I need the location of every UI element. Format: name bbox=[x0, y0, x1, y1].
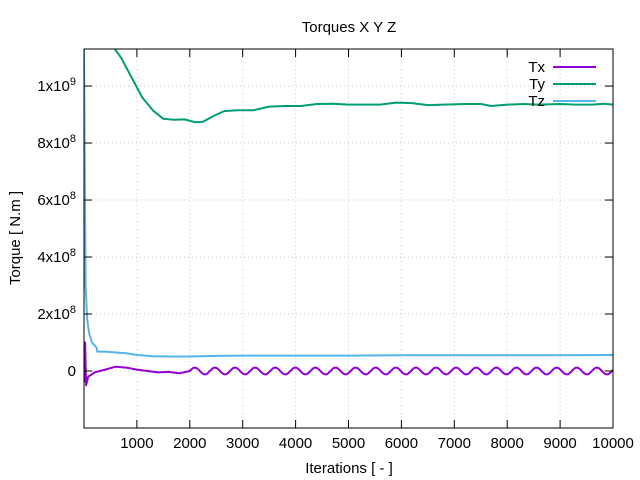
y-tick-label: 1x109 bbox=[37, 76, 76, 95]
y-tick-label: 4x108 bbox=[37, 247, 76, 266]
x-tick-label: 9000 bbox=[543, 435, 576, 452]
x-tick-label: 5000 bbox=[332, 435, 365, 452]
y-tick-label: 2x108 bbox=[37, 304, 76, 323]
y-tick-base: 1x10 bbox=[37, 78, 70, 95]
y-tick-exponent: 8 bbox=[70, 247, 76, 259]
chart-title: Torques X Y Z bbox=[302, 19, 397, 36]
legend-label-tx: Tx bbox=[528, 59, 545, 76]
grid-lines bbox=[84, 49, 613, 428]
y-tick-base: 6x10 bbox=[37, 192, 70, 209]
y-tick-base: 2x10 bbox=[37, 306, 70, 323]
legend-label-tz: Tz bbox=[528, 93, 545, 110]
y-tick-label: 0 bbox=[68, 363, 76, 380]
axis-ticks: 1000 2000 3000 4000 5000 6000 7000 8000 9000 1000… bbox=[37, 49, 634, 452]
series-tz-line bbox=[84, 49, 613, 358]
series-tx-line bbox=[84, 341, 613, 387]
y-tick-base: 4x10 bbox=[37, 249, 70, 266]
y-tick-exponent: 9 bbox=[70, 76, 76, 88]
y-tick-exponent: 8 bbox=[70, 190, 76, 202]
x-axis-label: Iterations [ - ] bbox=[305, 460, 393, 477]
series-ty-line bbox=[113, 49, 613, 124]
x-tick-label: 4000 bbox=[279, 435, 312, 452]
plot-series bbox=[84, 49, 613, 387]
x-tick-label: 3000 bbox=[226, 435, 259, 452]
y-tick-label: 8x108 bbox=[37, 133, 76, 152]
x-tick-label: 1000 bbox=[120, 435, 153, 452]
x-tick-label: 10000 bbox=[592, 435, 634, 452]
x-tick-label: 8000 bbox=[491, 435, 524, 452]
legend-label-ty: Ty bbox=[529, 76, 545, 93]
x-tick-label: 7000 bbox=[438, 435, 471, 452]
x-tick-label: 2000 bbox=[173, 435, 206, 452]
y-tick-exponent: 8 bbox=[70, 133, 76, 145]
y-tick-exponent: 8 bbox=[70, 304, 76, 316]
y-tick-base: 0 bbox=[68, 363, 76, 380]
x-tick-label: 6000 bbox=[385, 435, 418, 452]
y-axis-label: Torque [ N.m ] bbox=[7, 191, 24, 285]
y-tick-label: 6x108 bbox=[37, 190, 76, 209]
y-tick-base: 8x10 bbox=[37, 135, 70, 152]
